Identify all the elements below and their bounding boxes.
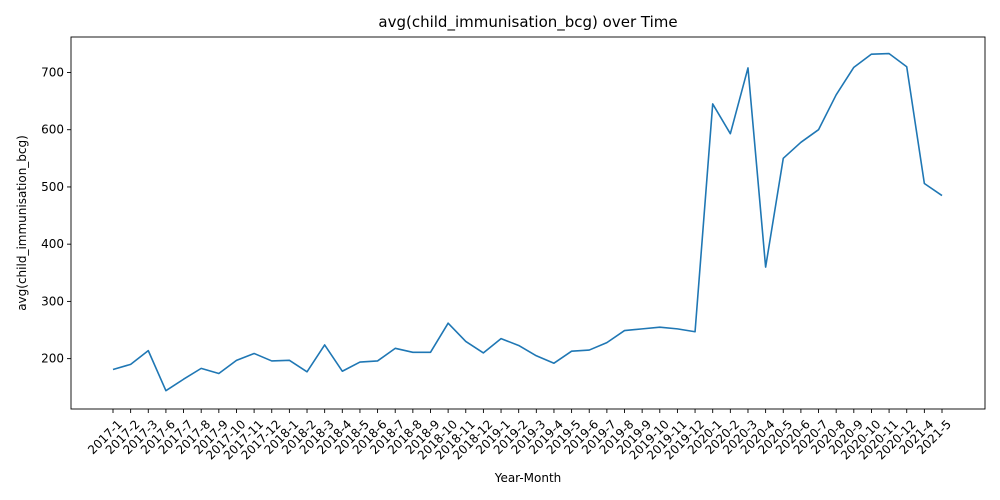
x-axis: 2017-12017-22017-32017-62017-72017-82017… (85, 409, 954, 463)
y-tick-label: 300 (41, 294, 64, 308)
y-tick-label: 600 (41, 123, 64, 137)
y-tick-label: 400 (41, 237, 64, 251)
y-tick-label: 700 (41, 65, 64, 79)
y-axis: 200 300 400 500 600 700 (41, 65, 71, 366)
y-tick-label: 200 (41, 352, 64, 366)
x-axis-label: Year-Month (494, 471, 562, 485)
plot-frame (70, 36, 986, 410)
y-axis-label: avg(child_immunisation_bcg) (15, 135, 29, 311)
chart-title: avg(child_immunisation_bcg) over Time (378, 13, 677, 32)
y-tick-label: 500 (41, 180, 64, 194)
series-line (112, 52, 943, 392)
